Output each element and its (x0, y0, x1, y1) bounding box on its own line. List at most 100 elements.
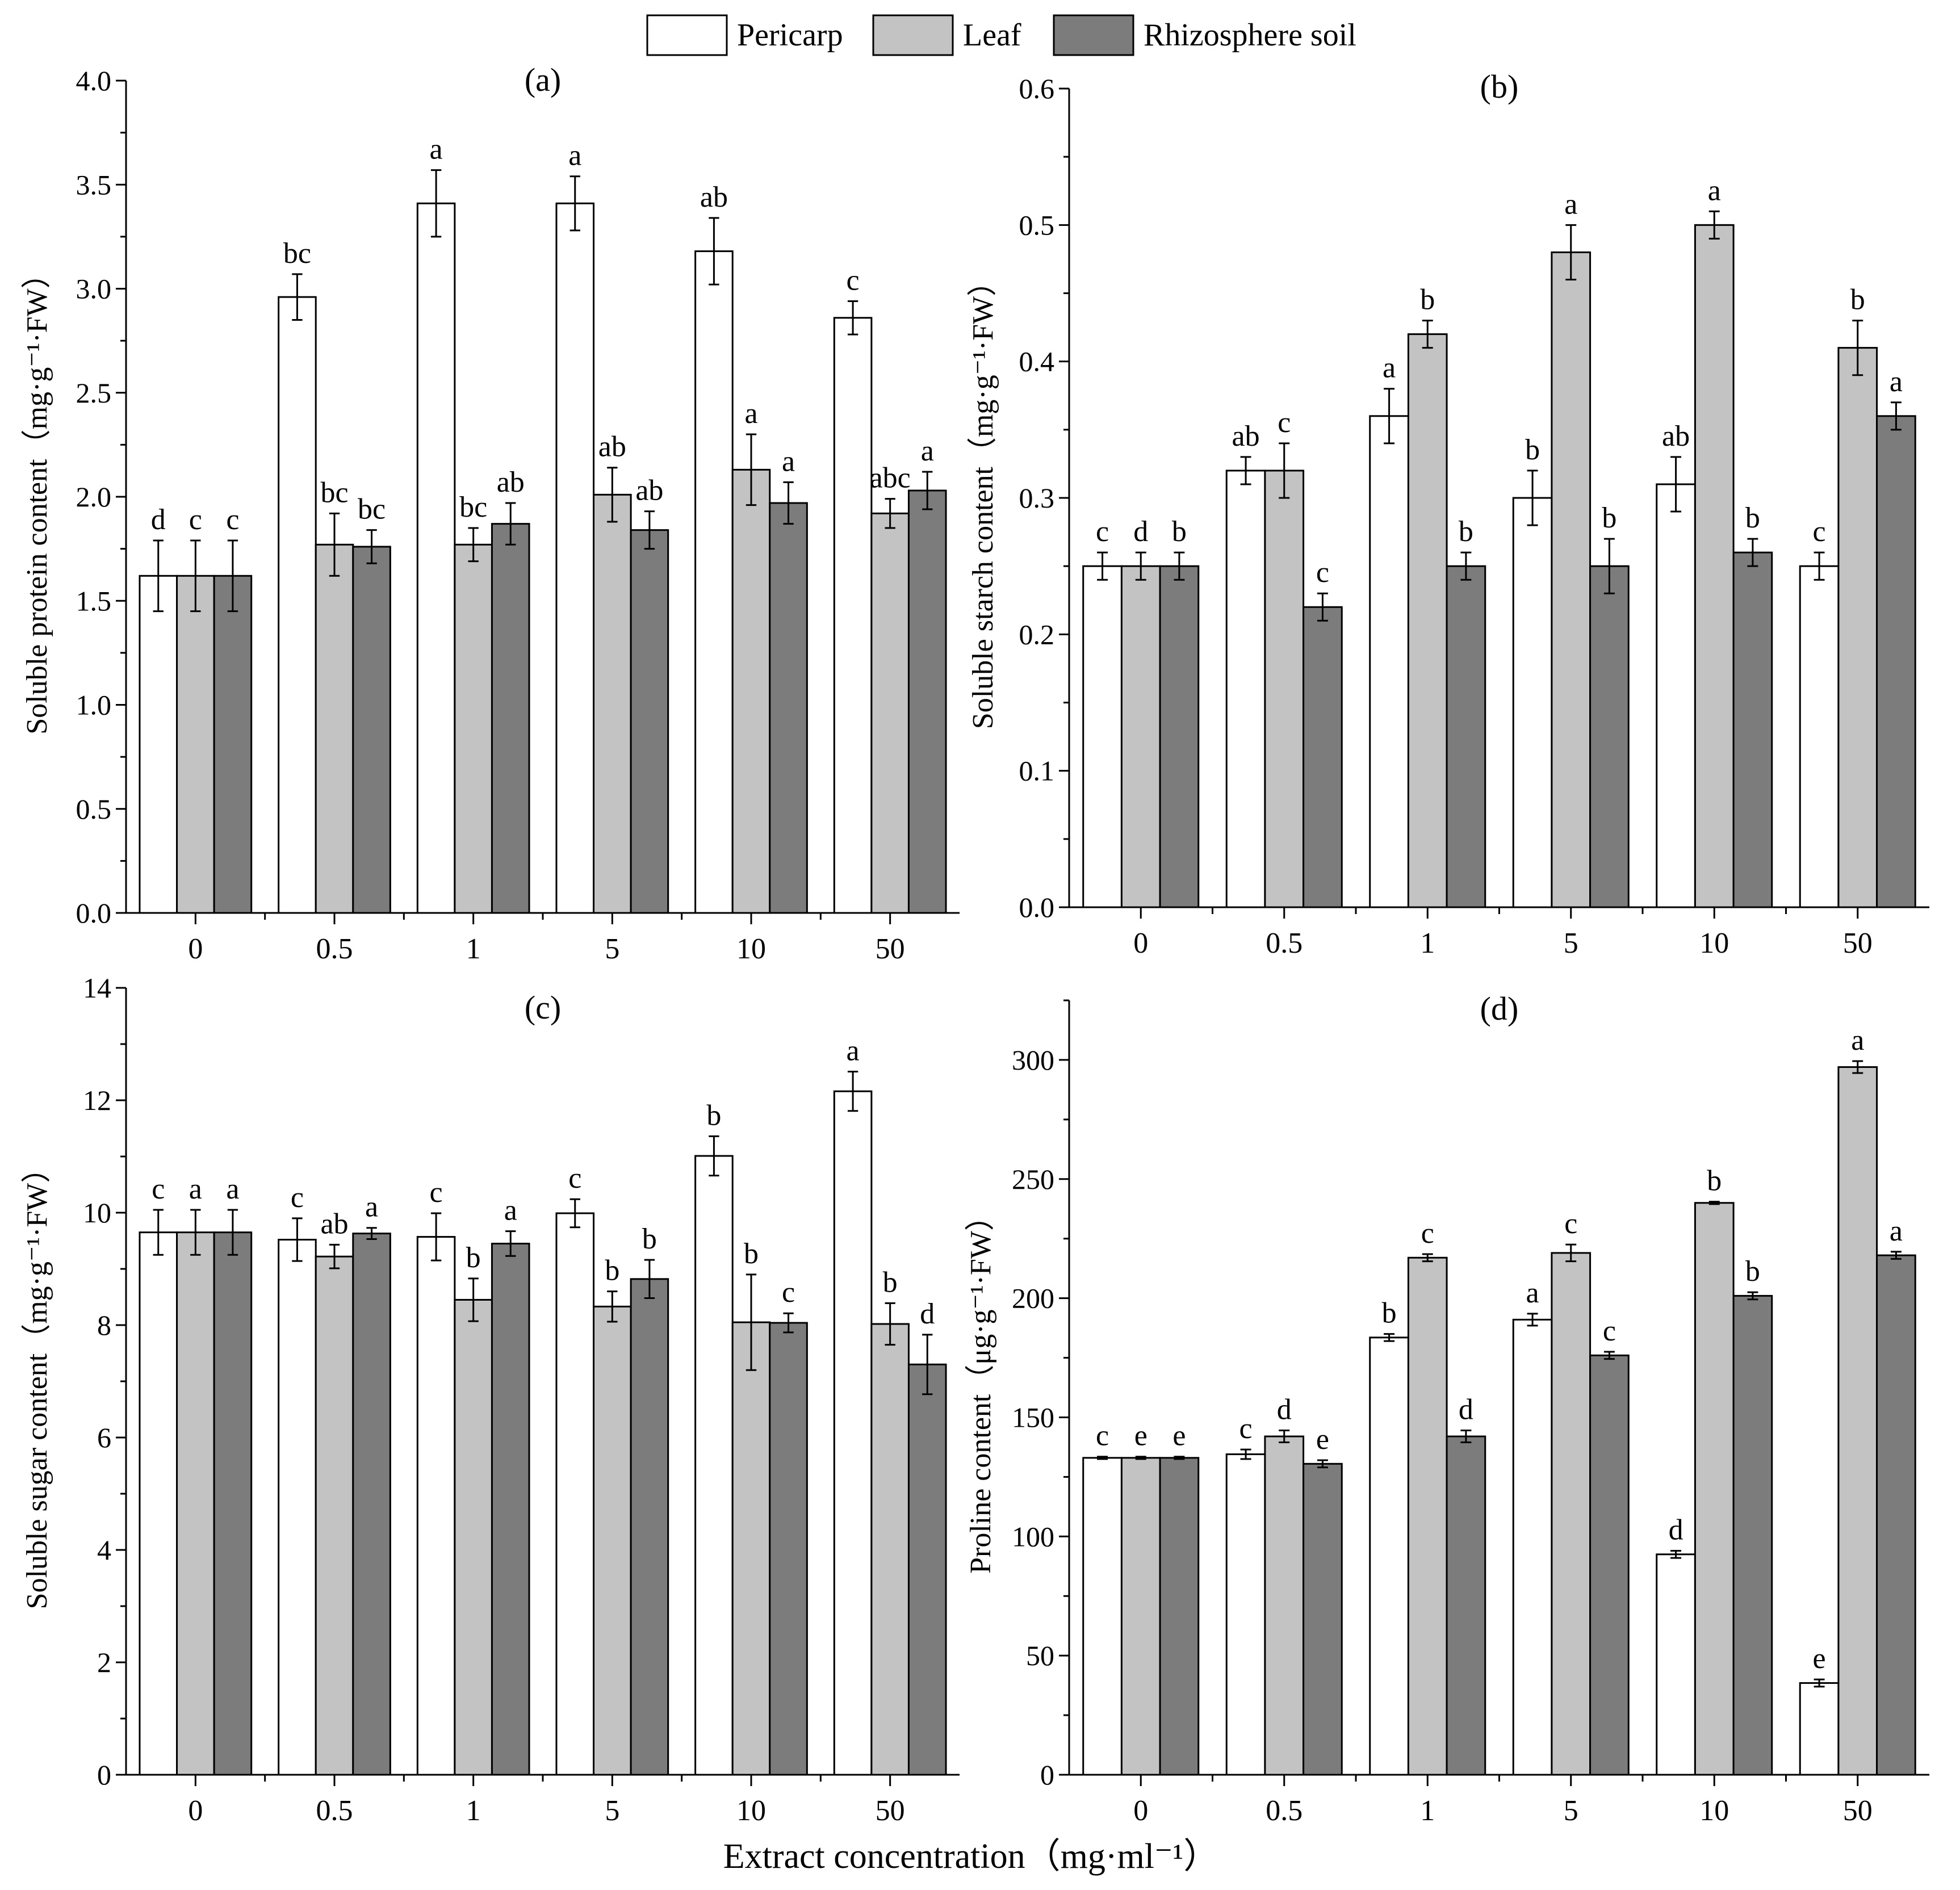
y-tick-label: 0.4 (1019, 346, 1055, 378)
significance-letter-pericarp: c (568, 1162, 581, 1195)
bar-leaf (1694, 1202, 1735, 1776)
bar-pericarp (278, 296, 317, 914)
significance-letter-rhizosphere-soil: e (1316, 1423, 1329, 1456)
y-tick-label: 0.0 (1019, 891, 1055, 923)
significance-letter-leaf: b (605, 1255, 619, 1287)
significance-letter-rhizosphere-soil: b (1745, 1255, 1760, 1288)
significance-letter-pericarp: d (1669, 1514, 1683, 1546)
y-tick-label: 2 (97, 1646, 111, 1678)
bar-pericarp (1799, 1682, 1840, 1776)
significance-letter-leaf: b (1707, 1165, 1722, 1197)
bar-pericarp (1369, 415, 1409, 908)
significance-letter-rhizosphere-soil: b (1459, 516, 1473, 548)
bar-pericarp (1082, 1457, 1123, 1776)
x-tick-label: 0.5 (1266, 927, 1303, 959)
x-tick-label: 0.5 (1266, 1795, 1303, 1827)
significance-letter-leaf: d (1133, 516, 1148, 548)
significance-letter-rhizosphere-soil: ab (635, 475, 663, 507)
bar-leaf (1551, 251, 1592, 908)
significance-letter-pericarp: a (1383, 352, 1396, 384)
bar-leaf (1551, 1252, 1592, 1776)
significance-letter-leaf: e (1134, 1420, 1147, 1452)
bar-pericarp (833, 1090, 873, 1776)
significance-letter-pericarp: ab (1232, 420, 1260, 452)
bar-leaf (1407, 333, 1448, 908)
significance-letter-leaf: c (1421, 1217, 1434, 1250)
bar-rhizosphere-soil (491, 1242, 530, 1776)
y-tick-label: 2.0 (76, 481, 112, 513)
chart-soluble-sugar: (c) Soluble sugar content（mg·g⁻¹·FW） 0 2 4 6 8… (21, 972, 960, 1827)
significance-letter-leaf: b (466, 1242, 481, 1274)
significance-letter-rhizosphere-soil: d (1459, 1394, 1473, 1426)
bar-rhizosphere-soil (769, 1322, 808, 1776)
significance-letter-leaf: b (1420, 284, 1435, 316)
bar-pericarp (1656, 483, 1696, 908)
bar-pericarp (1225, 1453, 1266, 1776)
significance-letter-pericarp: c (1096, 516, 1109, 548)
significance-letter-leaf: bc (320, 476, 348, 509)
x-tick-label: 5 (1564, 927, 1578, 959)
chart-soluble-protein: (a) Soluble protein content（mg·g⁻¹·FW） 0.0… (21, 61, 960, 965)
legend-label-leaf: Leaf (963, 18, 1021, 53)
bar-rhizosphere-soil (769, 502, 808, 914)
chart-title: (d) (1480, 990, 1519, 1027)
y-tick-label: 12 (83, 1084, 111, 1116)
significance-letter-rhizosphere-soil: a (782, 445, 795, 477)
x-tick-label: 10 (1699, 1795, 1729, 1827)
bar-leaf (315, 543, 354, 914)
significance-letter-leaf: a (1851, 1024, 1864, 1057)
significance-letter-leaf: a (1564, 188, 1577, 220)
significance-letter-rhizosphere-soil: b (1745, 502, 1760, 534)
y-tick-label: 0.2 (1019, 618, 1055, 650)
x-tick-label: 0 (1133, 927, 1148, 959)
significance-letter-leaf: ab (598, 431, 626, 463)
bar-pericarp (416, 1236, 456, 1776)
y-axis-label: Soluble starch content（mg·g⁻¹·FW） (967, 267, 999, 729)
significance-letter-leaf: c (189, 504, 202, 536)
legend-swatch-pericarp (646, 14, 728, 56)
x-tick-label: 1 (466, 1795, 481, 1827)
y-tick-label: 3.5 (76, 169, 112, 200)
x-tick-label: 0 (1133, 1795, 1148, 1827)
bar-leaf (1837, 1066, 1878, 1776)
bar-rhizosphere-soil (1159, 565, 1200, 908)
bar-leaf (731, 468, 771, 914)
significance-letter-rhizosphere-soil: a (226, 1173, 239, 1205)
significance-letter-pericarp: c (1239, 1413, 1253, 1445)
bar-rhizosphere-soil (1732, 1294, 1773, 1776)
significance-letter-rhizosphere-soil: c (1603, 1315, 1616, 1347)
significance-letter-rhizosphere-soil: d (920, 1298, 935, 1330)
x-tick-label: 50 (1843, 927, 1873, 959)
significance-letter-pericarp: c (1096, 1420, 1109, 1452)
x-tick-label: 50 (876, 1795, 905, 1827)
significance-letter-pericarp: ab (1662, 420, 1690, 452)
bar-rhizosphere-soil (213, 575, 253, 914)
bar-rhizosphere-soil (491, 523, 530, 914)
bar-pericarp (1799, 565, 1840, 908)
significance-letter-pericarp: a (430, 133, 443, 166)
significance-letter-rhizosphere-soil: a (504, 1195, 517, 1227)
significance-letter-rhizosphere-soil: ab (497, 466, 525, 498)
x-tick-label: 50 (876, 933, 905, 965)
significance-letter-pericarp: c (430, 1176, 443, 1209)
y-tick-label: 0.5 (1019, 209, 1055, 241)
significance-letter-pericarp: bc (283, 237, 311, 270)
bar-pericarp (278, 1239, 317, 1776)
y-tick-label: 100 (1012, 1520, 1054, 1552)
bar-leaf (593, 1305, 632, 1776)
bar-leaf (1264, 470, 1305, 908)
chart-title: (a) (525, 61, 561, 98)
bar-leaf (454, 1298, 493, 1776)
bar-pericarp (1369, 1336, 1409, 1776)
significance-letter-leaf: c (1564, 1208, 1577, 1240)
x-tick-label: 0 (188, 933, 203, 965)
x-tick-label: 5 (605, 933, 619, 965)
significance-letter-leaf: c (1278, 407, 1291, 439)
bar-rhizosphere-soil (213, 1231, 253, 1776)
significance-letter-pericarp: e (1813, 1642, 1826, 1675)
significance-letter-pericarp: b (706, 1099, 721, 1132)
significance-letter-pericarp: c (152, 1173, 165, 1205)
bar-leaf (870, 1323, 910, 1776)
significance-letter-rhizosphere-soil: b (1602, 502, 1616, 534)
bar-rhizosphere-soil (1589, 1354, 1630, 1776)
